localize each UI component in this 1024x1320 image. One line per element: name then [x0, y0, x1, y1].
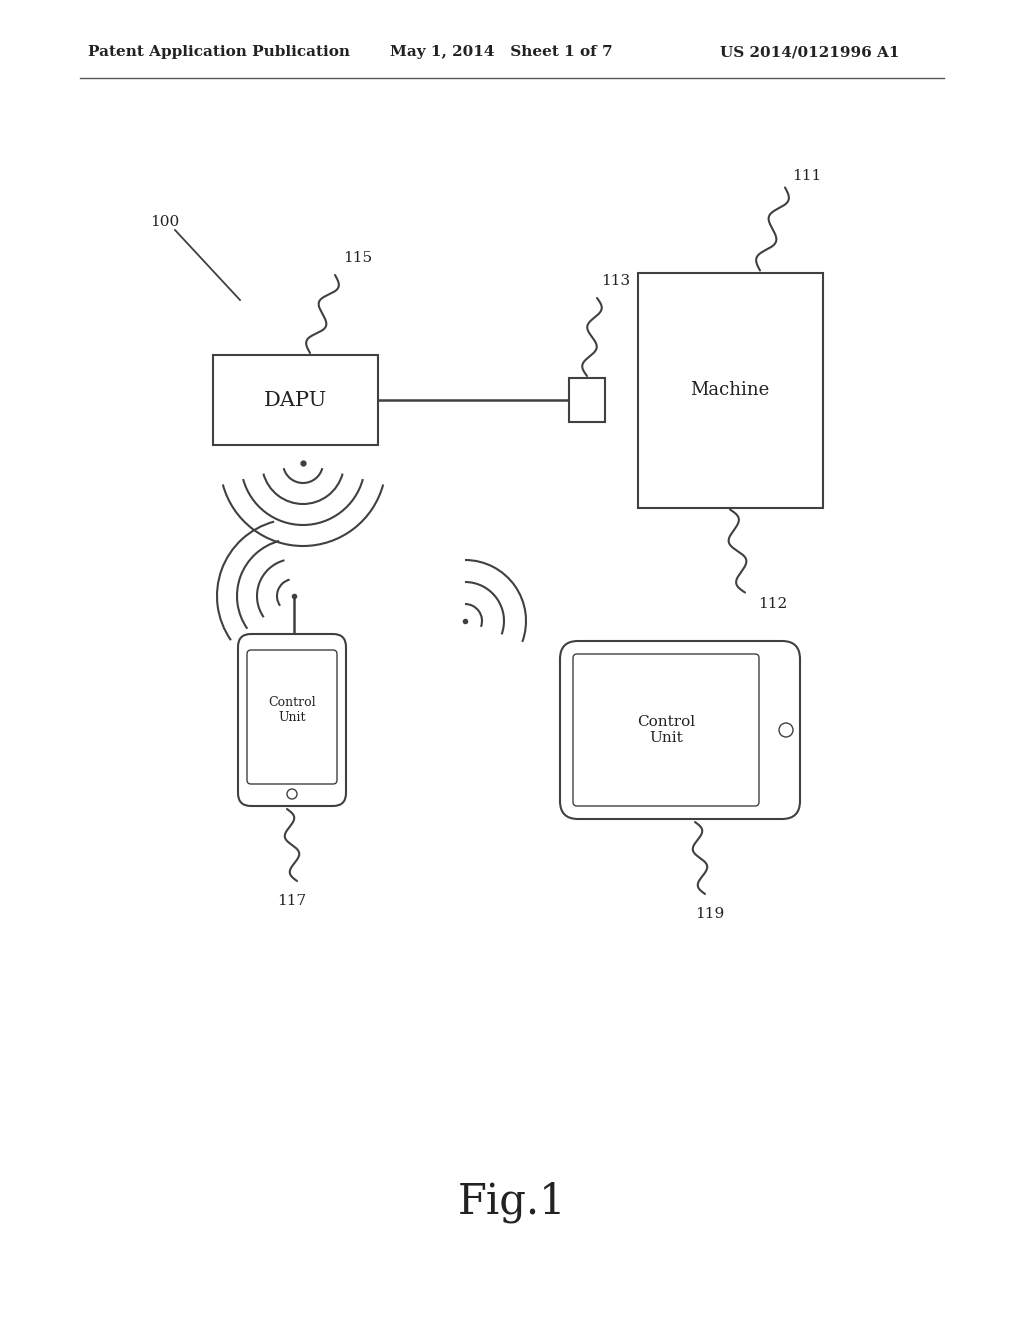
- Text: US 2014/0121996 A1: US 2014/0121996 A1: [720, 45, 899, 59]
- Text: DAPU: DAPU: [263, 391, 327, 409]
- Bar: [569, 378, 605, 422]
- Text: 112: 112: [758, 598, 787, 611]
- Bar: [213, 355, 378, 445]
- Text: Machine: Machine: [690, 381, 770, 399]
- Text: Patent Application Publication: Patent Application Publication: [88, 45, 350, 59]
- FancyBboxPatch shape: [560, 642, 800, 818]
- Text: May 1, 2014   Sheet 1 of 7: May 1, 2014 Sheet 1 of 7: [390, 45, 612, 59]
- Bar: [638, 272, 822, 507]
- Circle shape: [287, 789, 297, 799]
- Text: Control
Unit: Control Unit: [268, 696, 315, 723]
- Text: 100: 100: [151, 215, 179, 228]
- FancyBboxPatch shape: [238, 634, 346, 807]
- Text: 115: 115: [343, 251, 372, 265]
- Circle shape: [779, 723, 793, 737]
- Text: 117: 117: [278, 894, 306, 908]
- Text: 113: 113: [601, 275, 630, 288]
- Text: 111: 111: [792, 169, 821, 182]
- Text: Fig.1: Fig.1: [458, 1181, 566, 1224]
- Text: Control
Unit: Control Unit: [637, 715, 695, 744]
- FancyBboxPatch shape: [247, 649, 337, 784]
- FancyBboxPatch shape: [573, 653, 759, 807]
- Text: 119: 119: [695, 907, 725, 921]
